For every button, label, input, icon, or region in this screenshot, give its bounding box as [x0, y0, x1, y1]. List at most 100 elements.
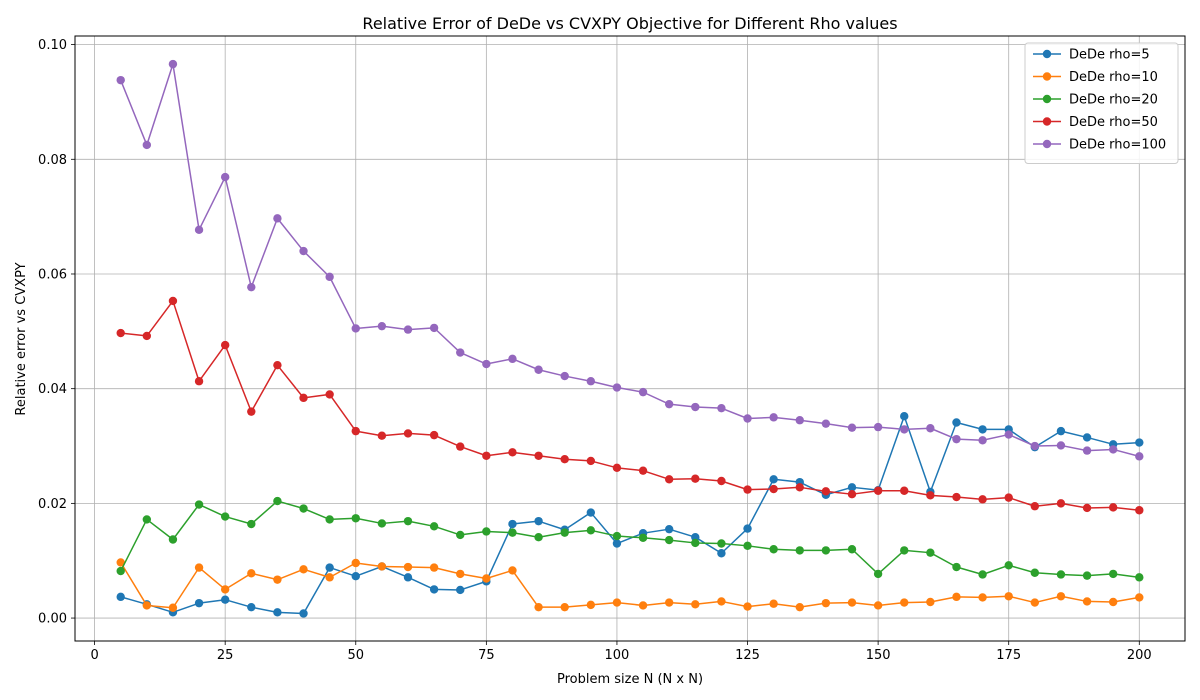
data-point: [978, 495, 987, 504]
data-point: [482, 451, 491, 460]
data-point: [403, 325, 413, 334]
data-point: [534, 451, 543, 460]
data-point: [873, 486, 883, 495]
data-point: [168, 59, 178, 69]
data-point: [1004, 493, 1013, 502]
y-tick-label: 0.06: [38, 267, 67, 282]
data-point: [116, 592, 125, 602]
data-point: [534, 516, 543, 526]
data-point: [952, 418, 961, 427]
data-point: [873, 601, 883, 610]
y-tick-label: 0.00: [38, 612, 67, 627]
data-point: [586, 377, 596, 386]
data-point: [821, 419, 831, 428]
data-point: [377, 321, 387, 331]
data-point: [194, 500, 204, 509]
data-point: [691, 538, 700, 548]
legend-label: DeDe rho=20: [1069, 93, 1158, 108]
data-point: [952, 492, 961, 502]
legend-item: DeDe rho=50: [1033, 115, 1158, 130]
data-point: [377, 431, 387, 440]
data-point: [638, 466, 648, 475]
data-point: [691, 474, 700, 483]
data-point: [717, 597, 726, 606]
data-point: [691, 600, 700, 609]
data-point: [116, 566, 125, 576]
series-line: [120, 300, 1140, 511]
data-point: [325, 390, 334, 399]
series-line: [120, 562, 1140, 609]
data-point: [1135, 573, 1144, 582]
x-tick-label: 100: [605, 648, 630, 663]
data-point: [1004, 561, 1013, 570]
data-point: [638, 601, 648, 610]
data-point: [978, 425, 987, 434]
data-point: [351, 558, 360, 568]
plot-frame: [74, 35, 1186, 642]
series-4: [116, 296, 1144, 515]
data-point: [612, 531, 622, 541]
legend-item: DeDe rho=100: [1033, 138, 1166, 153]
data-point: [1082, 571, 1092, 580]
data-point: [1135, 438, 1144, 447]
data-point: [194, 563, 204, 572]
data-point: [821, 487, 831, 496]
data-point: [1135, 452, 1144, 461]
data-point: [247, 282, 256, 292]
data-point: [1056, 441, 1066, 450]
series-3: [116, 496, 1144, 582]
legend-swatch-marker: [1042, 139, 1052, 149]
data-point: [116, 75, 125, 85]
legend-swatch-marker: [1042, 72, 1052, 81]
y-tick-label: 0.02: [38, 497, 67, 512]
data-point: [900, 486, 909, 495]
data-point: [299, 504, 308, 513]
data-point: [664, 524, 674, 534]
data-point: [482, 574, 491, 583]
x-tick-label: 75: [478, 648, 495, 663]
y-tick-label: 0.10: [38, 38, 67, 53]
data-point: [325, 515, 334, 524]
data-point: [1030, 568, 1040, 577]
data-point: [351, 426, 360, 436]
data-point: [508, 528, 517, 537]
y-axis-label: Relative error vs CVXPY: [14, 262, 29, 415]
data-point: [299, 565, 308, 574]
data-point: [586, 526, 596, 535]
data-point: [377, 519, 387, 528]
data-point: [717, 476, 726, 486]
data-point: [194, 225, 204, 235]
data-point: [194, 598, 204, 608]
series-line: [120, 415, 1140, 615]
data-point: [273, 360, 282, 370]
x-tick-label: 150: [866, 648, 891, 663]
data-point: [482, 527, 491, 536]
data-point: [325, 563, 334, 572]
data-point: [1082, 597, 1092, 606]
data-point: [900, 598, 909, 607]
data-point: [1108, 569, 1118, 579]
data-point: [795, 546, 804, 555]
data-point: [429, 430, 439, 440]
data-point: [847, 423, 857, 432]
data-point: [926, 548, 935, 557]
data-point: [247, 569, 256, 578]
data-point: [142, 331, 152, 341]
data-point: [664, 598, 674, 607]
data-point: [429, 585, 439, 594]
data-point: [429, 563, 439, 572]
data-point: [403, 429, 413, 438]
data-point: [168, 296, 178, 306]
data-point: [743, 602, 752, 611]
data-point: [220, 340, 230, 350]
data-point: [691, 402, 700, 412]
legend-item: DeDe rho=20: [1033, 93, 1158, 108]
data-point: [1004, 430, 1013, 439]
data-point: [456, 348, 465, 357]
data-point: [1030, 441, 1040, 451]
data-point: [769, 545, 778, 554]
data-point: [168, 603, 178, 612]
data-point: [638, 533, 648, 542]
series-line: [120, 63, 1140, 458]
data-point: [1108, 503, 1118, 512]
